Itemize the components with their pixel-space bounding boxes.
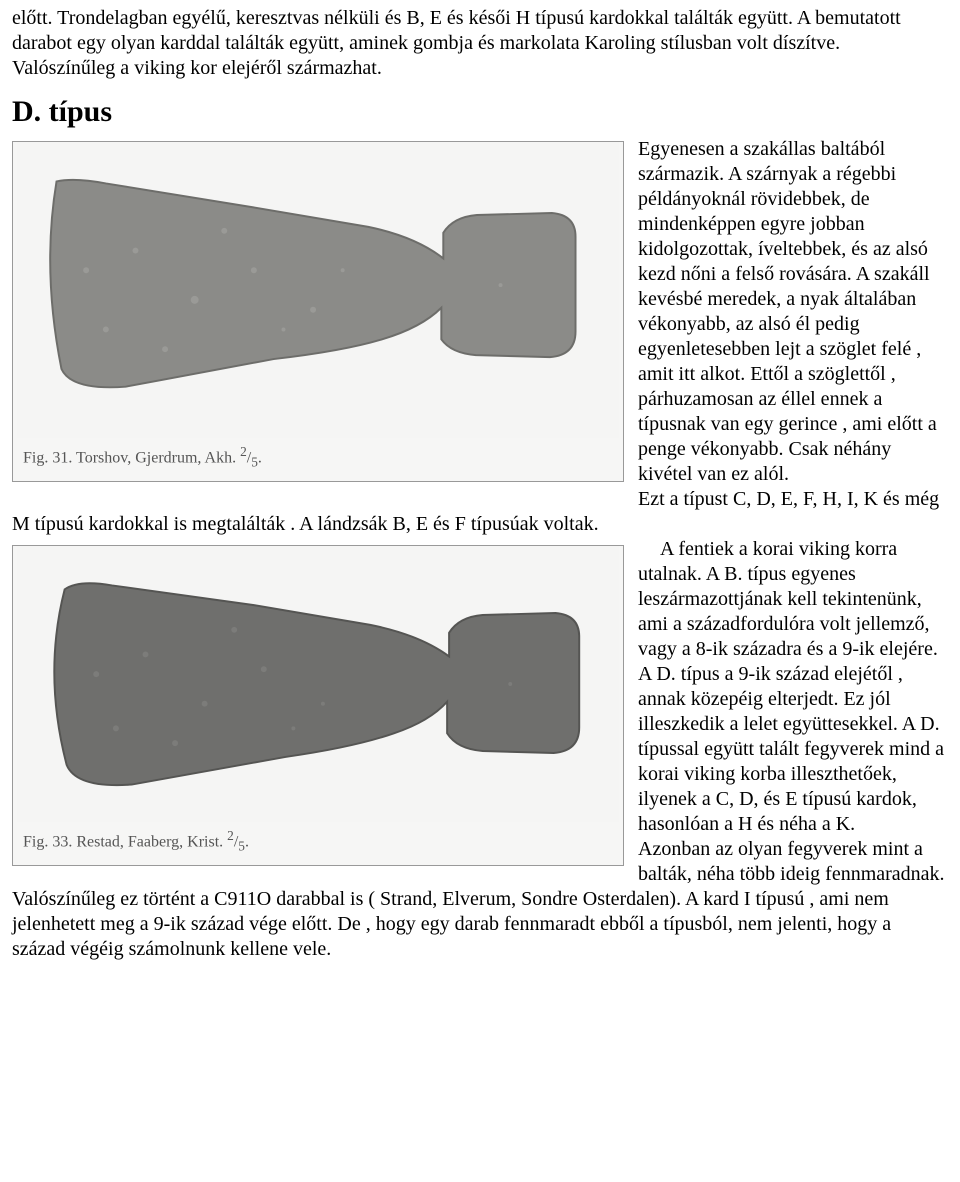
axe-illustration-fig33 [13, 546, 623, 822]
body-paragraph-2: Ezt a típust C, D, E, F, H, I, K és még … [12, 487, 948, 537]
figure-33-caption-text: Fig. 33. Restad, Faaberg, Krist. [23, 833, 227, 850]
figure-33-caption: Fig. 33. Restad, Faaberg, Krist. 2/5. [13, 822, 623, 865]
intro-paragraph: előtt. Trondelagban egyélű, keresztvas n… [12, 6, 948, 81]
fraction-numerator: 2 [227, 828, 234, 843]
axe-illustration-fig31 [13, 142, 623, 438]
figure-31-caption: Fig. 31. Torshov, Gjerdrum, Akh. 2/5. [13, 438, 623, 481]
fraction-denominator: 5 [238, 838, 245, 853]
figure-33: Fig. 33. Restad, Faaberg, Krist. 2/5. [12, 545, 624, 866]
figure-31-caption-text: Fig. 31. Torshov, Gjerdrum, Akh. [23, 449, 240, 466]
figure-31: Fig. 31. Torshov, Gjerdrum, Akh. 2/5. [12, 141, 624, 482]
fraction-numerator: 2 [240, 444, 247, 459]
fraction-denominator: 5 [251, 454, 258, 469]
section-heading-d-typus: D. típus [12, 93, 948, 131]
